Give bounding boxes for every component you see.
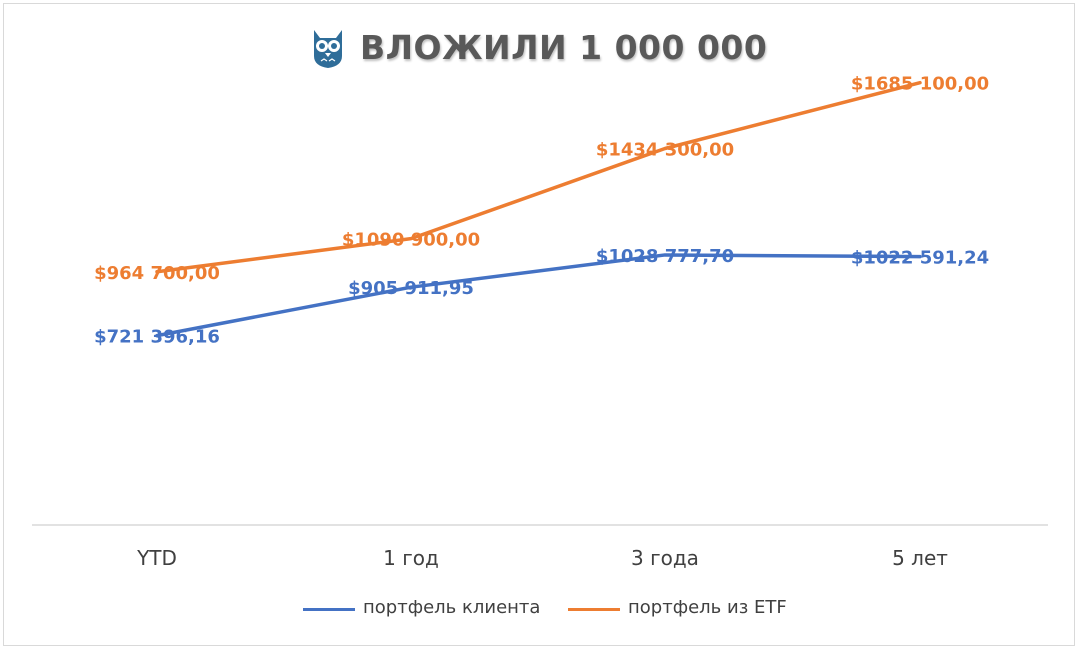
data-label-etf: $1685 100,00 — [851, 74, 989, 95]
x-tick-label: YTD — [136, 546, 177, 570]
series-line-etf — [155, 80, 922, 274]
x-tick-label: 1 год — [383, 546, 439, 570]
data-label-client: $905 911,95 — [348, 278, 474, 299]
legend: портфель клиента портфель из ETF — [0, 596, 1080, 622]
x-axis-labels: YTD 1 год 3 года 5 лет — [136, 546, 948, 570]
series-line-client — [155, 253, 922, 338]
data-label-etf: $1434 300,00 — [596, 139, 734, 160]
x-tick-label: 5 лет — [892, 546, 948, 570]
legend-label-etf: портфель из ETF — [628, 597, 787, 618]
data-label-etf: $964 700,00 — [94, 263, 220, 284]
data-label-etf: $1090 900,00 — [342, 230, 480, 251]
series-layer — [155, 80, 922, 338]
owl-icon — [314, 30, 342, 68]
chart-frame — [3, 3, 1075, 646]
legend-swatch-etf — [568, 608, 620, 611]
legend-label-client: портфель клиента — [363, 597, 541, 618]
data-labels: $721 396,16 $905 911,95 $1028 777,70 $1022 … — [94, 74, 989, 348]
data-label-client: $721 396,16 — [94, 327, 220, 348]
chart-header: ВЛОЖИЛИ 1 000 000 — [0, 26, 1080, 74]
x-tick-label: 3 года — [631, 546, 699, 570]
chart-title: ВЛОЖИЛИ 1 000 000 — [360, 28, 768, 67]
legend-swatch-client — [303, 608, 355, 611]
data-label-client: $1028 777,70 — [596, 246, 734, 267]
data-label-client: $1022 591,24 — [851, 248, 989, 269]
